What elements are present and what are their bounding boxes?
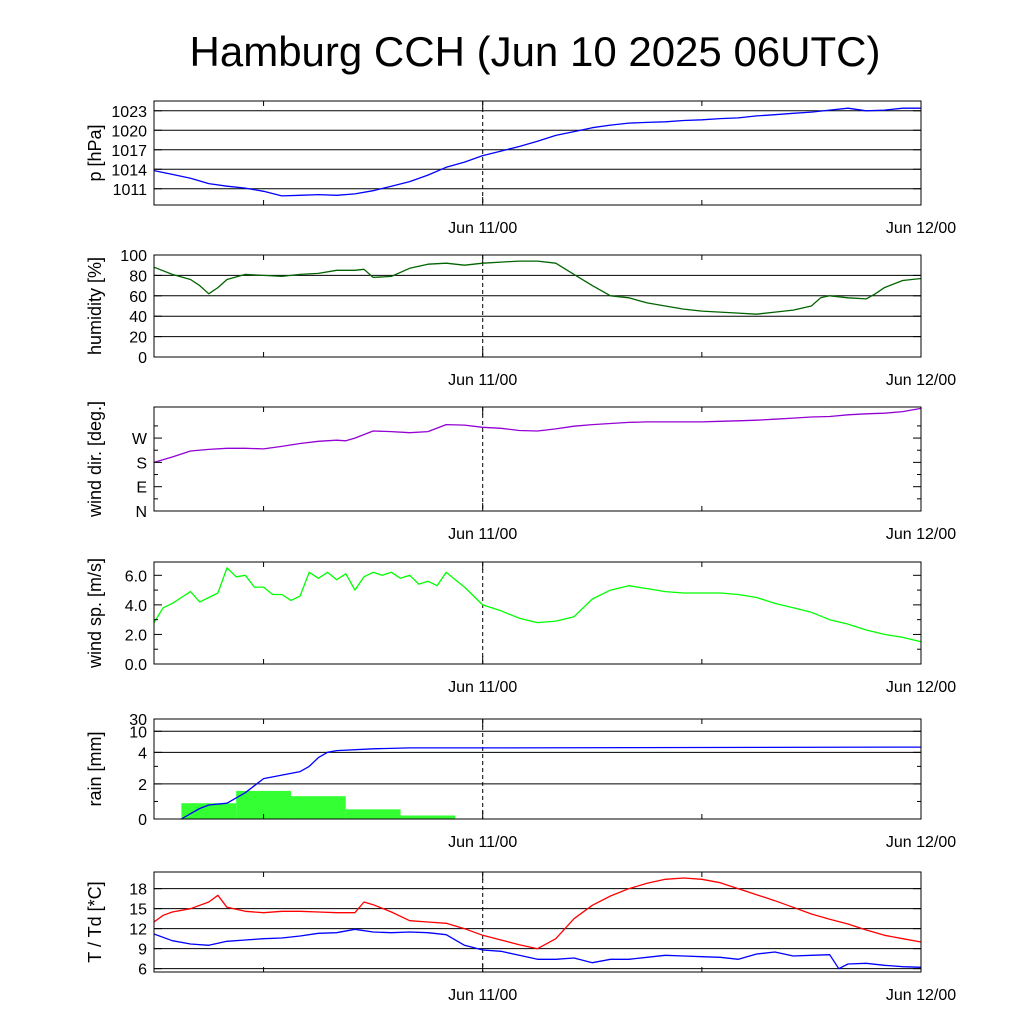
humidity-ytick-label: 40 <box>129 309 147 326</box>
rain-xtick-label: Jun 12/00 <box>886 834 956 851</box>
pressure-ytick-label: 1023 <box>111 104 147 121</box>
pressure-ytick-label: 1011 <box>113 182 148 199</box>
rain-ytick-label: 2 <box>138 777 147 794</box>
wind_dir-ytick-label: N <box>135 504 147 521</box>
humidity-panel-frame <box>153 254 922 358</box>
temperature-ylabel: T / Td [*C] <box>85 881 105 962</box>
temperature-series-line-0 <box>153 877 922 950</box>
rain-series-line-0 <box>181 746 922 820</box>
rain-ytick-label: 0 <box>138 812 147 829</box>
temperature-ytick-label: 6 <box>138 962 147 979</box>
wind_speed-ytick-label: 6.0 <box>125 568 147 585</box>
rain-ytick-label: 4 <box>138 745 147 762</box>
pressure-ytick-label: 1020 <box>111 123 147 140</box>
wind_speed-ylabel: wind sp. [m/s] <box>85 558 105 669</box>
wind_dir-ytick-label: S <box>136 455 147 472</box>
rain-xtick-label: Jun 11/00 <box>448 834 517 851</box>
humidity-ytick-label: 0 <box>138 350 147 367</box>
wind_speed-xtick-label: Jun 12/00 <box>886 679 956 696</box>
wind_speed-xtick-label: Jun 11/00 <box>448 679 517 696</box>
temperature-ytick-label: 12 <box>129 922 147 939</box>
pressure-ytick-label: 1014 <box>111 162 147 179</box>
temperature-ytick-label: 9 <box>138 942 147 959</box>
humidity-xtick-label: Jun 12/00 <box>886 372 956 389</box>
rain-bar <box>400 815 456 819</box>
humidity-ytick-label: 60 <box>129 289 147 306</box>
rain-ytick-label: 30 <box>129 712 147 729</box>
pressure-ylabel: p [hPa] <box>85 124 105 181</box>
humidity-ytick-label: 20 <box>129 330 147 347</box>
wind_dir-xtick-label: Jun 11/00 <box>448 526 517 543</box>
wind_dir-ytick-label: E <box>136 480 147 497</box>
wind_dir-ylabel: wind dir. [deg.] <box>85 401 105 518</box>
temperature-panel-frame <box>153 871 922 973</box>
rain-ytick-label: 10 <box>129 724 147 741</box>
pressure-ytick-label: 1017 <box>111 143 147 160</box>
humidity-ytick-label: 100 <box>120 248 147 265</box>
pressure-xtick-label: Jun 12/00 <box>886 220 956 237</box>
rain-bar <box>181 803 237 819</box>
temperature-xtick-label: Jun 11/00 <box>448 987 517 1004</box>
humidity-ylabel: humidity [%] <box>85 257 105 355</box>
humidity-ytick-label: 80 <box>129 268 147 285</box>
humidity-xtick-label: Jun 11/00 <box>448 372 517 389</box>
rain-ylabel: rain [mm] <box>85 731 105 806</box>
wind_speed-ytick-label: 0.0 <box>125 657 147 674</box>
wind_dir-series-line-0 <box>153 407 922 464</box>
temperature-xtick-label: Jun 12/00 <box>886 987 956 1004</box>
temperature-series-line-1 <box>153 928 922 970</box>
pressure-panel-frame <box>153 100 922 206</box>
pressure-series-line-0 <box>153 107 921 197</box>
rain-bar <box>290 796 346 819</box>
rain-panel-frame <box>153 718 922 820</box>
chart-title: Hamburg CCH (Jun 10 2025 06UTC) <box>189 28 881 75</box>
humidity-series-line-0 <box>153 260 922 315</box>
wind_dir-xtick-label: Jun 12/00 <box>886 526 956 543</box>
wind_speed-ytick-label: 4.0 <box>125 598 147 615</box>
wind_speed-ytick-label: 2.0 <box>125 627 147 644</box>
wind_speed-series-line-0 <box>153 567 922 643</box>
temperature-ytick-label: 18 <box>129 882 147 899</box>
rain-bar <box>345 809 401 819</box>
wind_speed-panel-frame <box>153 561 922 665</box>
pressure-xtick-label: Jun 11/00 <box>448 220 517 237</box>
wind_dir-ytick-label: W <box>132 431 148 448</box>
temperature-ytick-label: 15 <box>129 902 147 919</box>
wind_dir-panel-frame <box>153 406 922 512</box>
